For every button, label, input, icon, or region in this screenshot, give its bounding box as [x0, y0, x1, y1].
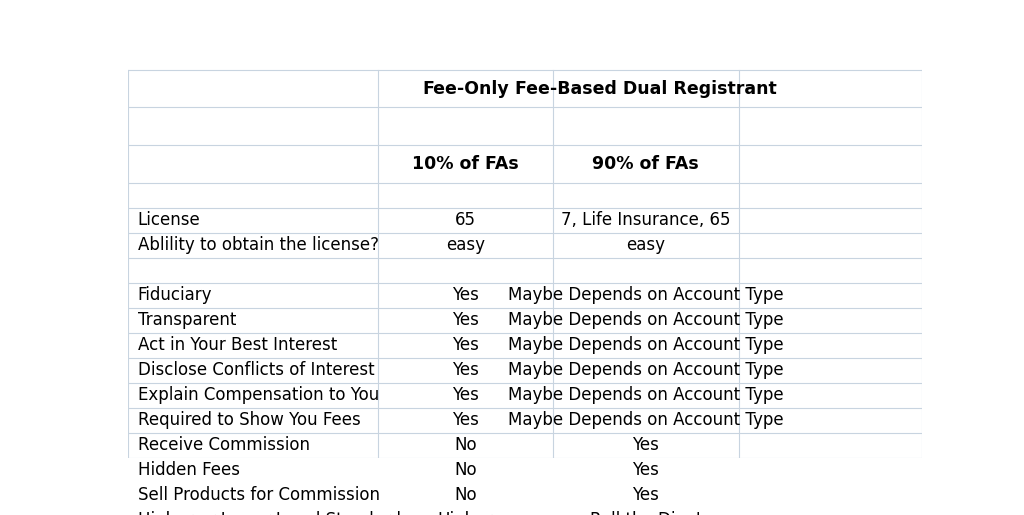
Text: Maybe Depends on Account Type: Maybe Depends on Account Type: [508, 361, 783, 379]
Text: Yes: Yes: [452, 386, 478, 404]
Text: Yes: Yes: [452, 336, 478, 354]
Text: Yes: Yes: [633, 486, 659, 504]
Text: 90% of FAs: 90% of FAs: [593, 155, 699, 173]
Text: No: No: [454, 436, 476, 454]
Text: Ablility to obtain the license?: Ablility to obtain the license?: [137, 236, 379, 254]
Text: 65: 65: [455, 211, 476, 229]
Text: Yes: Yes: [633, 461, 659, 479]
Text: Fee-Only: Fee-Only: [422, 79, 509, 97]
Text: Receive Commission: Receive Commission: [137, 436, 309, 454]
Text: Transparent: Transparent: [137, 311, 236, 329]
Text: Maybe Depends on Account Type: Maybe Depends on Account Type: [508, 386, 783, 404]
Text: Required to Show You Fees: Required to Show You Fees: [137, 411, 360, 429]
Text: easy: easy: [445, 236, 484, 254]
Text: Maybe Depends on Account Type: Maybe Depends on Account Type: [508, 336, 783, 354]
Text: 7, Life Insurance, 65: 7, Life Insurance, 65: [561, 211, 730, 229]
Text: Maybe Depends on Account Type: Maybe Depends on Account Type: [508, 286, 783, 304]
Text: Roll the Dice!: Roll the Dice!: [590, 511, 701, 515]
Text: Maybe Depends on Account Type: Maybe Depends on Account Type: [508, 411, 783, 429]
Text: Hidden Fees: Hidden Fees: [137, 461, 240, 479]
Text: Fiduciary: Fiduciary: [137, 286, 212, 304]
Text: Fee-Based Dual Registrant: Fee-Based Dual Registrant: [515, 79, 776, 97]
Text: Disclose Conflicts of Interest: Disclose Conflicts of Interest: [137, 361, 374, 379]
Text: Maybe Depends on Account Type: Maybe Depends on Account Type: [508, 311, 783, 329]
Text: 10% of FAs: 10% of FAs: [412, 155, 518, 173]
Text: Yes: Yes: [633, 436, 659, 454]
Text: No: No: [454, 486, 476, 504]
Text: License: License: [137, 211, 201, 229]
Text: Higher: Higher: [437, 511, 493, 515]
Text: easy: easy: [627, 236, 666, 254]
Text: No: No: [454, 461, 476, 479]
Text: Sell Products for Commission: Sell Products for Commission: [137, 486, 380, 504]
Text: Yes: Yes: [452, 411, 478, 429]
Text: Act in Your Best Interest: Act in Your Best Interest: [137, 336, 337, 354]
Text: Yes: Yes: [452, 286, 478, 304]
Text: Yes: Yes: [452, 361, 478, 379]
Text: Explain Compensation to You: Explain Compensation to You: [137, 386, 379, 404]
Text: Higher or Lower Legal Standard: Higher or Lower Legal Standard: [137, 511, 400, 515]
Text: Yes: Yes: [452, 311, 478, 329]
